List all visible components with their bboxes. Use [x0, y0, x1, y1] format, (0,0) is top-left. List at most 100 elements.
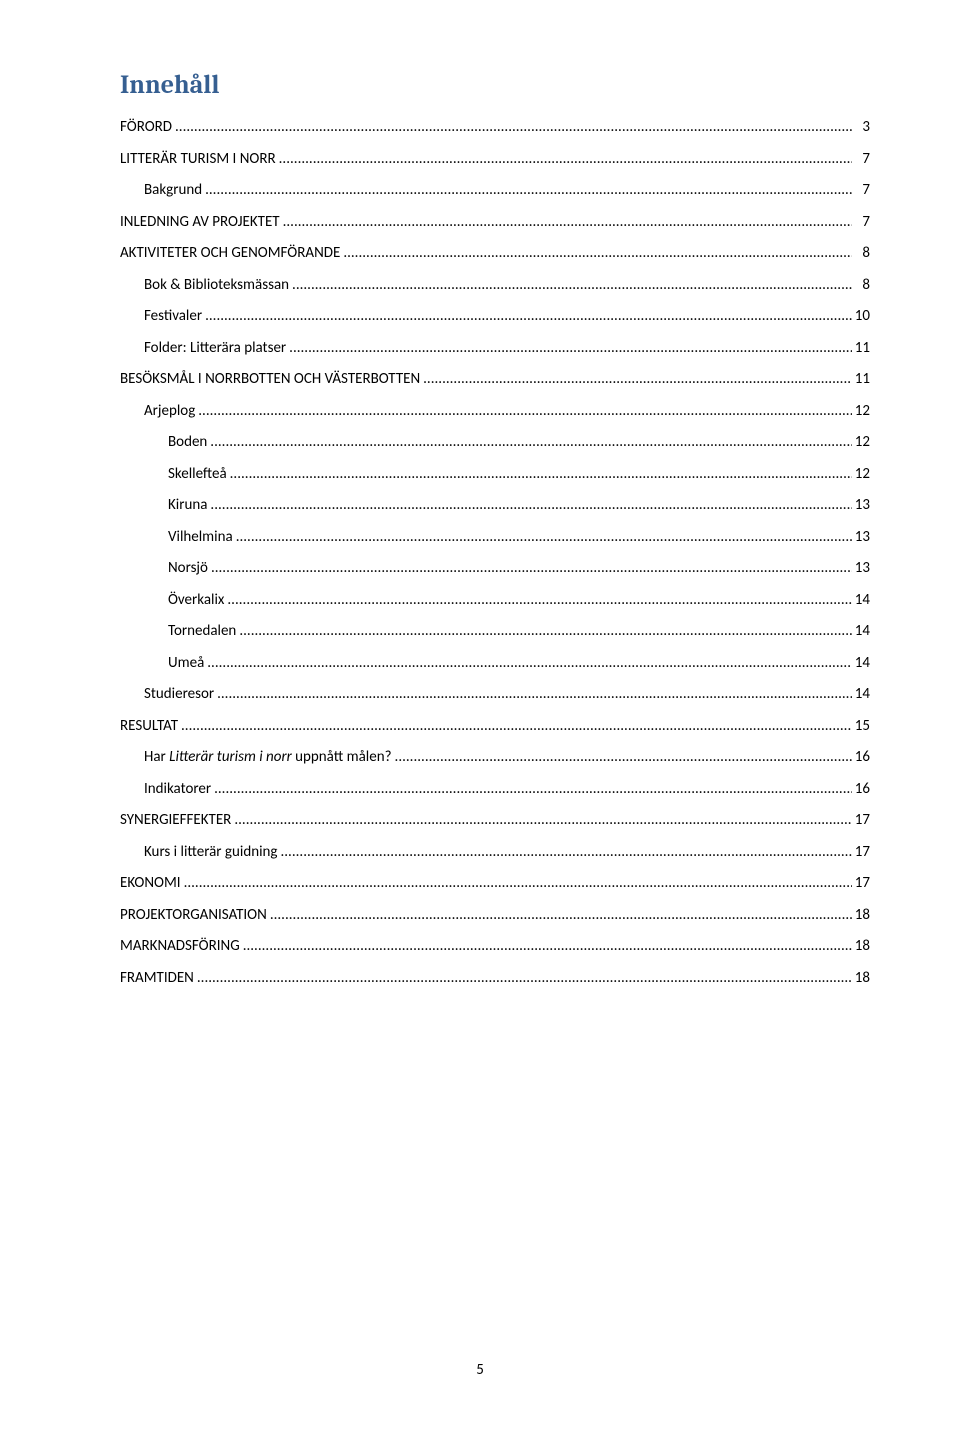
toc-entry-page: 11	[852, 333, 870, 365]
toc-entry-page: 13	[852, 522, 870, 554]
toc-leader	[231, 805, 852, 837]
toc-leader	[224, 585, 852, 617]
toc-entry-page: 12	[852, 427, 870, 459]
toc-entry[interactable]: FÖRORD 3	[120, 112, 870, 144]
toc-entry-page: 15	[852, 711, 870, 743]
toc-entry-label: Festivaler	[144, 301, 202, 333]
toc-entry[interactable]: Skellefteå 12	[168, 459, 870, 491]
toc-entry-label: Kurs i litterär guidning	[144, 837, 277, 869]
toc-entry-label: Bakgrund	[144, 175, 202, 207]
toc-leader	[286, 333, 852, 365]
toc-entry[interactable]: Bok & Biblioteksmässan 8	[144, 270, 870, 302]
toc-entry-label: Överkalix	[168, 585, 224, 617]
toc-entry[interactable]: RESULTAT 15	[120, 711, 870, 743]
toc-entry-page: 18	[852, 931, 870, 963]
toc-leader	[202, 301, 852, 333]
toc-leader	[227, 459, 852, 491]
toc-entry-page: 8	[852, 238, 870, 270]
toc-leader	[233, 522, 852, 554]
page-number: 5	[0, 1361, 960, 1379]
toc-leader	[236, 616, 852, 648]
toc-entry-label: Arjeplog	[144, 396, 195, 428]
toc-entry-page: 16	[852, 742, 870, 774]
toc-leader	[211, 774, 852, 806]
toc-entry[interactable]: EKONOMI 17	[120, 868, 870, 900]
toc-entry-label: EKONOMI	[120, 868, 181, 900]
toc-entry[interactable]: Studieresor 14	[144, 679, 870, 711]
toc-entry-label: LITTERÄR TURISM I NORR	[120, 144, 276, 176]
toc-entry[interactable]: PROJEKTORGANISATION18	[120, 900, 870, 932]
toc-leader	[277, 837, 852, 869]
toc-entry-label: Folder: Litterära platser	[144, 333, 286, 365]
toc-leader	[178, 711, 852, 743]
toc-entry[interactable]: Bakgrund 7	[144, 175, 870, 207]
toc-entry[interactable]: Kiruna13	[168, 490, 870, 522]
toc-entry-page: 14	[852, 616, 870, 648]
toc-entry[interactable]: Norsjö13	[168, 553, 870, 585]
toc-leader	[204, 648, 852, 680]
toc-entry-label: FÖRORD	[120, 112, 172, 144]
toc-entry[interactable]: SYNERGIEFFEKTER17	[120, 805, 870, 837]
page-title: Innehåll	[120, 70, 870, 100]
toc-entry[interactable]: Boden12	[168, 427, 870, 459]
toc-entry[interactable]: Har Litterär turism i norr uppnått målen…	[144, 742, 870, 774]
toc-entry[interactable]: Arjeplog 12	[144, 396, 870, 428]
toc-entry-label: Umeå	[168, 648, 204, 680]
toc-entry[interactable]: Tornedalen 14	[168, 616, 870, 648]
toc-entry-page: 8	[852, 270, 870, 302]
toc-leader	[420, 364, 852, 396]
toc-entry[interactable]: Kurs i litterär guidning 17	[144, 837, 870, 869]
toc-entry[interactable]: LITTERÄR TURISM I NORR 7	[120, 144, 870, 176]
toc-entry[interactable]: INLEDNING AV PROJEKTET 7	[120, 207, 870, 239]
toc-leader	[340, 238, 852, 270]
toc-entry[interactable]: MARKNADSFÖRING 18	[120, 931, 870, 963]
toc-entry-label: Har Litterär turism i norr uppnått målen…	[144, 742, 392, 774]
toc-entry-page: 13	[852, 490, 870, 522]
toc-entry[interactable]: BESÖKSMÅL I NORRBOTTEN OCH VÄSTERBOTTEN 1…	[120, 364, 870, 396]
toc-entry[interactable]: Umeå14	[168, 648, 870, 680]
toc-leader	[172, 112, 852, 144]
toc-entry-label: FRAMTIDEN	[120, 963, 194, 995]
toc-leader	[207, 490, 852, 522]
toc-entry-page: 7	[852, 175, 870, 207]
toc-entry-label: Studieresor	[144, 679, 214, 711]
toc-leader	[208, 553, 852, 585]
toc-entry-page: 14	[852, 679, 870, 711]
toc-entry-page: 14	[852, 585, 870, 617]
toc-entry[interactable]: Indikatorer16	[144, 774, 870, 806]
table-of-contents: FÖRORD3LITTERÄR TURISM I NORR7Bakgrund7I…	[120, 112, 870, 994]
toc-entry-page: 16	[852, 774, 870, 806]
toc-leader	[195, 396, 852, 428]
toc-entry[interactable]: AKTIVITETER OCH GENOMFÖRANDE 8	[120, 238, 870, 270]
toc-entry-page: 12	[852, 459, 870, 491]
toc-entry-page: 11	[852, 364, 870, 396]
toc-entry-label: BESÖKSMÅL I NORRBOTTEN OCH VÄSTERBOTTEN	[120, 364, 420, 396]
toc-leader	[280, 207, 852, 239]
toc-leader	[181, 868, 852, 900]
toc-entry[interactable]: Överkalix 14	[168, 585, 870, 617]
toc-leader	[214, 679, 852, 711]
toc-leader	[276, 144, 852, 176]
toc-entry-page: 17	[852, 868, 870, 900]
toc-entry-page: 12	[852, 396, 870, 428]
toc-entry-label: MARKNADSFÖRING	[120, 931, 240, 963]
toc-entry-page: 10	[852, 301, 870, 333]
toc-leader	[240, 931, 852, 963]
toc-entry[interactable]: Vilhelmina13	[168, 522, 870, 554]
toc-entry-page: 7	[852, 144, 870, 176]
toc-entry-label: RESULTAT	[120, 711, 178, 743]
toc-entry-label: Skellefteå	[168, 459, 227, 491]
toc-entry-label: AKTIVITETER OCH GENOMFÖRANDE	[120, 238, 340, 270]
toc-entry[interactable]: Folder: Litterära platser 11	[144, 333, 870, 365]
toc-entry[interactable]: FRAMTIDEN18	[120, 963, 870, 995]
toc-entry-page: 17	[852, 837, 870, 869]
toc-entry-label: Bok & Biblioteksmässan	[144, 270, 289, 302]
toc-entry-page: 3	[852, 112, 870, 144]
toc-entry-page: 7	[852, 207, 870, 239]
toc-entry-page: 17	[852, 805, 870, 837]
toc-entry-label: Tornedalen	[168, 616, 236, 648]
toc-entry-label: INLEDNING AV PROJEKTET	[120, 207, 280, 239]
toc-entry-page: 18	[852, 900, 870, 932]
toc-entry[interactable]: Festivaler 10	[144, 301, 870, 333]
toc-leader	[202, 175, 852, 207]
